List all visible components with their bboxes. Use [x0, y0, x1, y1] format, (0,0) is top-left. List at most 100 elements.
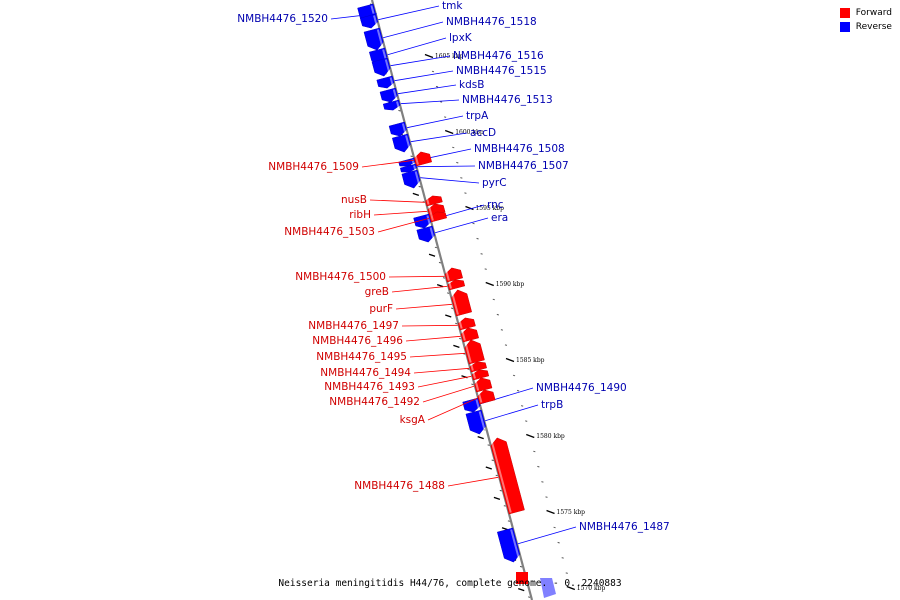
gene-label[interactable]: ksgA — [400, 414, 426, 426]
gene-label[interactable]: NMBH4476_1513 — [462, 94, 553, 106]
gene-arrow-era[interactable] — [416, 225, 435, 243]
tick-label: 1600 kbp — [455, 129, 484, 136]
gene-arrow-nmbh4476_1513[interactable] — [382, 99, 401, 111]
gene-leader — [417, 165, 476, 168]
gene-arrow-nusb[interactable] — [425, 195, 443, 207]
gene-label[interactable]: kdsB — [459, 79, 484, 91]
gene-leader — [417, 375, 472, 388]
gene-label[interactable]: NMBH4476_1516 — [453, 50, 544, 62]
gene-label[interactable]: trpA — [466, 110, 489, 122]
gene-label[interactable]: NMBH4476_1487 — [579, 521, 670, 533]
gene-label[interactable]: NMBH4476_1518 — [446, 16, 537, 28]
gene-arrow-trpb[interactable] — [465, 409, 486, 435]
gene-arrow-kdsb[interactable] — [379, 87, 398, 103]
gene-arrow-nmbh4476_1508[interactable] — [398, 157, 416, 167]
gene-label[interactable]: NMBH4476_1507 — [478, 160, 569, 172]
gene-label[interactable]: NMBH4476_1508 — [474, 143, 565, 155]
left-tick — [453, 344, 460, 349]
gene-highlight — [448, 282, 452, 289]
gene-label[interactable]: pyrC — [482, 177, 507, 189]
reverse-swatch — [839, 22, 850, 32]
gene-label[interactable]: lpxK — [449, 32, 473, 44]
gene-leader — [427, 397, 478, 421]
gene-label[interactable]: NMBH4476_1515 — [456, 65, 547, 77]
gene-highlight — [429, 227, 435, 240]
gene-arrow-nmbh4476_1494[interactable] — [469, 361, 488, 373]
gene-arrow-nmbh4476_1487[interactable] — [496, 527, 521, 563]
gene-label[interactable]: accD — [470, 127, 496, 139]
minor-tick — [438, 261, 442, 264]
gene-highlight — [401, 123, 407, 134]
gene-arrow-nmbh4476_1516[interactable] — [371, 57, 391, 77]
gene-leader — [410, 132, 468, 143]
gene-arrow-nmbh4476_1492[interactable] — [474, 377, 493, 393]
gene-highlight — [405, 135, 411, 150]
gene-arrow-nmbh4476_1493[interactable] — [471, 369, 490, 381]
gene-label[interactable]: NMBH4476_1494 — [320, 367, 411, 379]
gene-arrow-rnc[interactable] — [413, 213, 432, 229]
gene-leader — [391, 285, 448, 293]
left-tick — [436, 283, 444, 288]
gene-arrow-nmbh4476_1500[interactable] — [444, 267, 464, 283]
gene-label[interactable]: greB — [365, 286, 389, 298]
gene-label[interactable]: NMBH4476_1495 — [316, 351, 407, 363]
gene-label[interactable]: purF — [369, 303, 393, 315]
gene-arrow-trpa[interactable] — [388, 121, 407, 137]
left-tick — [428, 253, 436, 257]
gene-label[interactable]: NMBH4476_1492 — [329, 396, 420, 408]
gene-arrow-nmbh4476_1507[interactable] — [399, 163, 418, 173]
gene-label[interactable]: NMBH4476_1496 — [312, 335, 403, 347]
gene-label[interactable]: ribH — [349, 209, 371, 221]
gene-label[interactable]: NMBH4476_1503 — [284, 226, 375, 238]
gene-label[interactable]: NMBH4476_1520 — [237, 13, 328, 25]
gene-label[interactable]: NMBH4476_1490 — [536, 382, 627, 394]
gene-label[interactable]: tmk — [442, 0, 463, 12]
gene-label[interactable]: NMBH4476_1500 — [295, 271, 386, 283]
minor-tick — [452, 146, 455, 149]
gene-arrow-tmk[interactable] — [359, 13, 379, 29]
gene-highlight — [384, 59, 391, 74]
gene-arrow-nmbh4476_1518[interactable] — [363, 27, 384, 51]
gene-arrow-purf[interactable] — [451, 289, 473, 317]
left-tick — [445, 314, 452, 318]
gene-label[interactable]: NMBH4476_1497 — [308, 320, 399, 332]
gene-label[interactable]: NMBH4476_1488 — [354, 480, 445, 492]
gene-arrow-nmbh4476_1497[interactable] — [458, 317, 476, 331]
minor-tick — [492, 298, 495, 301]
gene-arrow-partial — [516, 572, 528, 584]
gene-highlight — [490, 440, 512, 513]
gene-leader — [388, 275, 445, 278]
left-tick — [477, 435, 484, 440]
forward-swatch — [839, 8, 850, 18]
gene-highlight — [376, 29, 384, 48]
minor-tick — [537, 465, 540, 468]
legend: Forward Reverse — [839, 8, 892, 36]
gene-arrow-greb[interactable] — [447, 279, 466, 291]
gene-label[interactable]: NMBH4476_1509 — [268, 161, 359, 173]
gene-leader — [420, 177, 480, 184]
gene-label[interactable]: nusB — [341, 194, 367, 206]
gene-arrow-nmbh4476_1509[interactable] — [413, 151, 433, 167]
gene-label[interactable]: rnc — [487, 199, 504, 211]
gene-label[interactable]: NMBH4476_1493 — [324, 381, 415, 393]
gene-leader — [485, 404, 539, 422]
gene-leader — [413, 367, 470, 374]
gene-leader — [517, 526, 577, 545]
gene-leader — [409, 352, 466, 358]
gene-label[interactable]: trpB — [541, 399, 563, 411]
gene-label[interactable]: era — [491, 212, 508, 224]
gene-arrow-nmbh4476_1515[interactable] — [376, 75, 395, 89]
gene-highlight — [428, 206, 433, 215]
gene-arrow-nmbh4476_1496[interactable] — [460, 327, 480, 343]
genome-title: Neisseria meningitidis H44/76, complete … — [278, 578, 622, 589]
gene-highlight — [426, 198, 430, 205]
left-tick — [485, 466, 493, 470]
major-tick — [424, 53, 434, 59]
gene-arrow-nmbh4476_1488[interactable] — [490, 437, 525, 515]
gene-arrow-ksga[interactable] — [477, 389, 496, 405]
gene-arrow-pyrc[interactable] — [401, 169, 421, 189]
gene-arrow-nmbh4476_1495[interactable] — [464, 339, 485, 365]
minor-tick — [499, 489, 502, 492]
gene-arrow-nmbh4476_1503[interactable] — [429, 211, 448, 223]
gene-arrow-accd[interactable] — [391, 133, 411, 153]
